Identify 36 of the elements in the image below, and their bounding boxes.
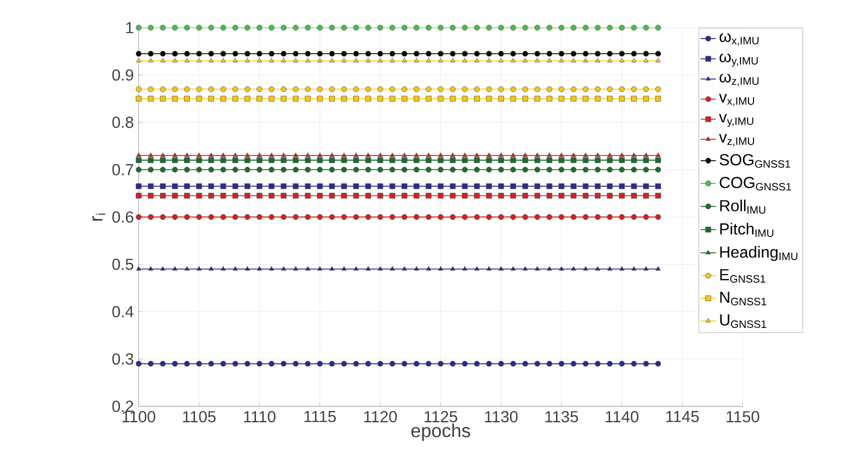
legend-label: Pitch$_{IMU}$ [720, 222, 774, 237]
x-tick-label: 1150 [726, 411, 760, 422]
x-tick-label: 1110 [244, 411, 276, 422]
legend-label: COG$_{GNSS1}$ [720, 176, 792, 191]
legend-label: ω$_{y,IMU}$ [720, 53, 758, 67]
legend-label: v$_{z,IMU}$ [719, 134, 754, 146]
x-tick-label: 1100 [122, 411, 156, 422]
y-tick-label: 0.4 [112, 306, 134, 318]
x-tick-label: 1125 [424, 411, 458, 422]
x-tick-label: 1130 [485, 411, 518, 422]
x-tick-label: 1135 [545, 411, 578, 422]
y-tick-label: 0.6 [112, 211, 134, 223]
y-tick-label: 0.5 [112, 258, 134, 270]
legend-label: v$_{x,IMU}$ [719, 94, 754, 106]
x-tick-label: 1105 [183, 411, 216, 422]
y-tick-label: 0.2 [112, 400, 134, 412]
y-tick-label: 0.3 [112, 353, 134, 365]
x-tick-label: 1145 [666, 411, 699, 422]
legend-label: E$_{GNSS1}$ [720, 269, 766, 283]
legend-label: ω$_{z,IMU}$ [720, 74, 758, 86]
legend-label: Heading$_{IMU}$ [720, 246, 798, 261]
y-axis-title: r$_{i}$ [92, 214, 106, 221]
y-tick-label: 0.9 [112, 69, 134, 81]
legend-label: ω$_{x,IMU}$ [720, 33, 758, 46]
x-tick-label: 1120 [364, 411, 397, 422]
legend-label: Roll$_{IMU}$ [720, 200, 766, 214]
legend-label: SOG$_{GNSS1}$ [720, 154, 790, 168]
x-axis-title: epochs [411, 424, 470, 441]
y-tick-label: 0.8 [112, 116, 134, 128]
x-tick-label: 1115 [304, 411, 336, 422]
legend-label: v$_{y,IMU}$ [719, 114, 754, 128]
x-tick-label: 1140 [606, 411, 638, 422]
legend-label: N$_{GNSS1}$ [720, 292, 766, 306]
y-tick-label: 1 [126, 22, 134, 34]
legend-label: U$_{GNSS1}$ [720, 314, 766, 328]
y-tick-label: 0.7 [112, 164, 134, 176]
